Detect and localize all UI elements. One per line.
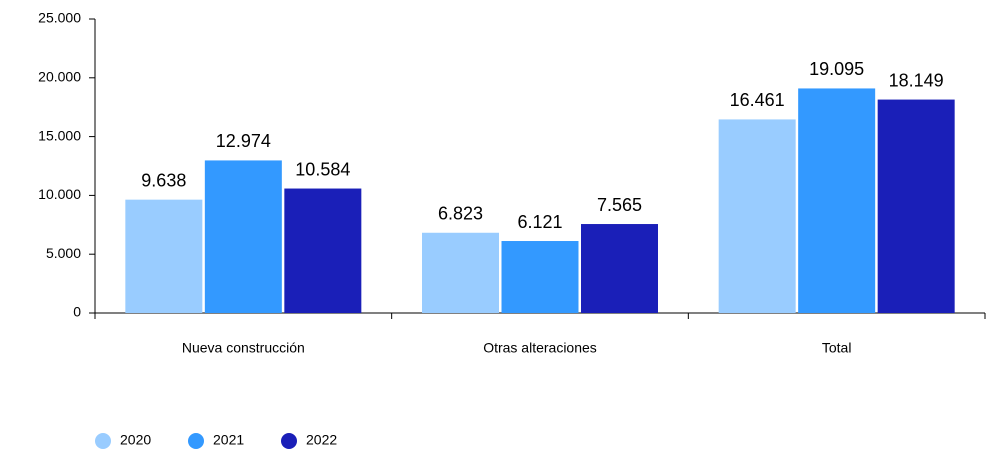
bar [422, 232, 499, 313]
x-tick-label: Nueva construcción [182, 340, 305, 356]
x-tick-label: Otras alteraciones [483, 340, 597, 356]
legend-swatch [188, 433, 204, 449]
bar [204, 160, 282, 313]
data-label: 12.974 [216, 131, 271, 151]
legend-label: 2021 [213, 432, 244, 448]
data-label: 6.823 [438, 204, 483, 224]
bar [718, 119, 796, 313]
bar [581, 224, 658, 313]
legend-swatch [95, 433, 111, 449]
y-tick-label: 5.000 [46, 245, 81, 261]
x-tick-label: Total [822, 340, 852, 356]
bar [877, 99, 955, 314]
data-label: 10.584 [295, 159, 350, 179]
bar [798, 88, 876, 313]
legend-label: 2022 [306, 432, 337, 448]
data-label: 19.095 [809, 59, 864, 79]
y-tick-label: 15.000 [38, 127, 81, 143]
data-label: 7.565 [597, 195, 642, 215]
y-tick-label: 25.000 [38, 10, 81, 26]
y-tick-label: 10.000 [38, 186, 81, 202]
data-label: 6.121 [517, 212, 562, 232]
bar [501, 241, 579, 313]
y-tick-label: 0 [73, 304, 81, 320]
legend-swatch [281, 433, 297, 449]
data-label: 16.461 [730, 90, 785, 110]
bar [284, 188, 362, 313]
data-label: 9.638 [141, 170, 186, 190]
y-tick-label: 20.000 [38, 69, 81, 85]
bar [125, 199, 203, 313]
legend-label: 2020 [120, 432, 151, 448]
data-label: 18.149 [889, 70, 944, 90]
